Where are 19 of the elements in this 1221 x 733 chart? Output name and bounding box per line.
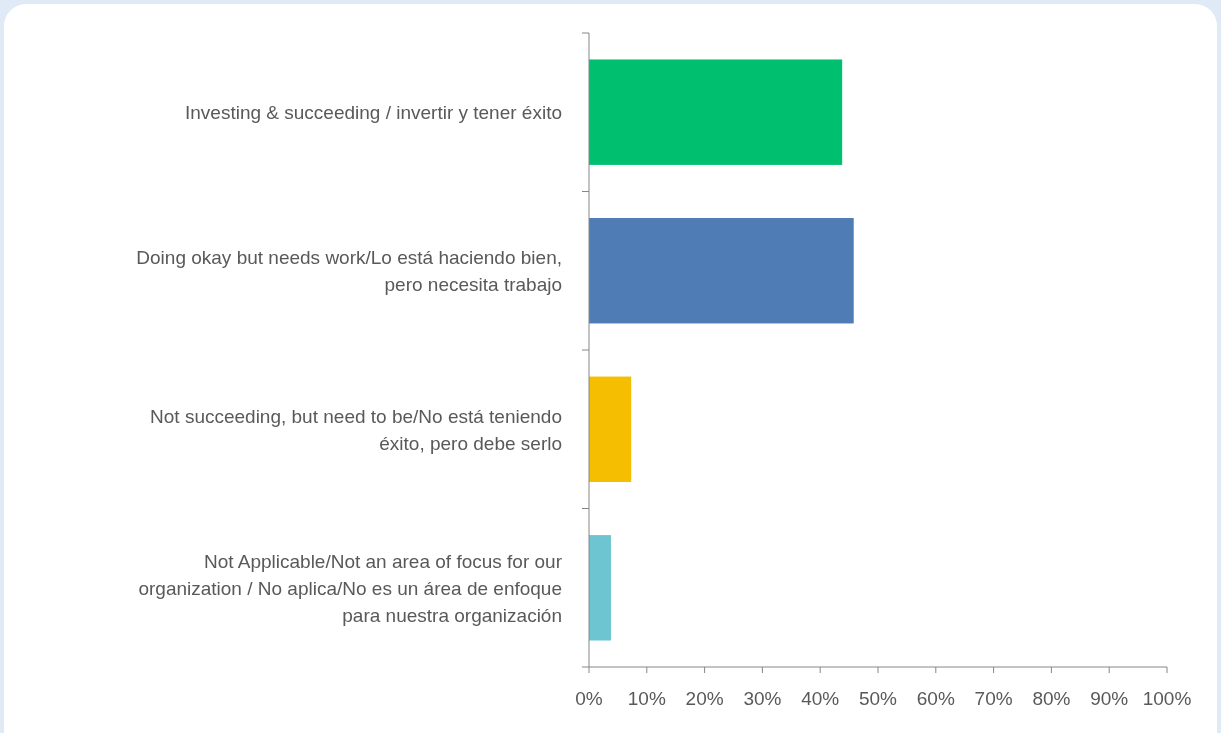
x-tick-label: 60% (916, 688, 955, 709)
x-tick-label: 20% (685, 688, 724, 709)
x-tick-label: 10% (627, 688, 666, 709)
x-tick-label: 90% (1090, 688, 1129, 709)
x-tick-label: 100% (1142, 688, 1192, 709)
bar (589, 218, 854, 324)
x-tick-label: 40% (801, 688, 840, 709)
x-tick-label: 30% (743, 688, 782, 709)
bar (589, 59, 843, 165)
x-tick-label: 0% (575, 688, 603, 709)
x-tick-label: 80% (1032, 688, 1071, 709)
x-tick-label: 50% (858, 688, 898, 709)
y-tick-label: Not Applicable/Not an area of focus for our organization / No aplica/No es un área de enfoque para nuestra organización (138, 550, 563, 626)
y-tick-label: Doing okay but needs work/Lo está haciendo bien, pero necesita trabajo (136, 246, 562, 295)
x-tick-label: 70% (974, 688, 1013, 709)
y-tick-label: Investing & succeeding / invertir y tener éxito (184, 101, 562, 123)
y-tick-label: Not succeeding, but need to be/No está teniendo éxito, pero debe serlo (150, 405, 562, 454)
bar (589, 376, 632, 482)
bar (589, 535, 611, 641)
